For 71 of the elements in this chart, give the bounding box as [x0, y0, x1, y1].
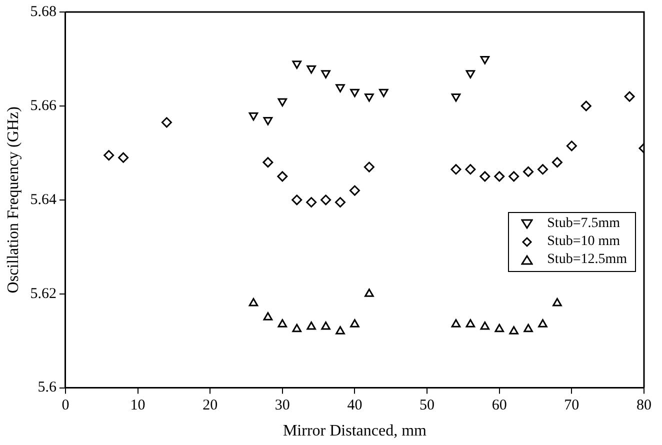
point — [451, 94, 461, 102]
point — [263, 312, 273, 320]
x-tick-label: 30 — [274, 398, 290, 414]
point — [321, 70, 330, 78]
point — [292, 194, 302, 206]
point — [538, 319, 548, 328]
point — [350, 88, 360, 98]
point — [278, 98, 288, 107]
y-tick-label: 5.62 — [30, 286, 56, 302]
point — [580, 100, 592, 112]
point — [161, 117, 172, 128]
point — [336, 84, 345, 92]
point — [364, 162, 374, 172]
point — [624, 91, 635, 102]
point — [321, 321, 330, 330]
point — [552, 157, 562, 168]
point — [306, 197, 317, 208]
point — [118, 152, 129, 163]
point — [350, 319, 360, 328]
point — [523, 166, 534, 177]
x-tick-label: 80 — [636, 398, 652, 414]
point — [494, 324, 504, 332]
y-tick-label: 5.6 — [38, 380, 57, 396]
y-tick-label: 5.66 — [30, 98, 57, 114]
point — [480, 56, 490, 64]
legend-label: Stub=10 mm — [547, 233, 620, 251]
point — [480, 171, 490, 182]
point — [292, 324, 302, 332]
point — [263, 117, 273, 126]
y-tick-label: 5.68 — [30, 4, 56, 20]
point — [524, 324, 533, 332]
point — [278, 319, 288, 328]
point — [248, 112, 258, 121]
y-tick-label: 5.64 — [30, 192, 57, 208]
point — [104, 150, 114, 161]
x-tick-label: 50 — [420, 398, 435, 414]
point — [566, 140, 577, 152]
point — [466, 319, 476, 328]
point — [451, 319, 461, 328]
legend-label: Stub=12.5mm — [547, 251, 627, 269]
x-tick-label: 0 — [62, 398, 70, 414]
point — [336, 326, 345, 334]
point — [379, 88, 388, 98]
point — [320, 194, 332, 206]
legend-label: Stub=7.5mm — [547, 215, 620, 233]
point — [364, 94, 374, 102]
x-tick-label: 40 — [347, 398, 362, 414]
point — [494, 171, 505, 182]
point — [292, 60, 302, 69]
point — [538, 164, 548, 175]
point — [262, 157, 274, 168]
point — [364, 288, 374, 297]
point — [248, 298, 258, 306]
point — [466, 70, 476, 78]
point — [508, 171, 520, 182]
x-tick-label: 10 — [130, 398, 146, 414]
point — [277, 171, 288, 182]
point — [465, 164, 476, 175]
point — [306, 65, 316, 74]
point — [306, 321, 316, 330]
x-axis-title: Mirror Distanced, mm — [282, 422, 428, 440]
x-tick-label: 70 — [564, 398, 580, 414]
point — [509, 326, 518, 334]
point — [349, 185, 360, 196]
x-tick-label: 20 — [202, 398, 218, 414]
point — [552, 298, 562, 306]
point — [335, 197, 346, 208]
point — [480, 321, 490, 330]
point — [450, 164, 462, 175]
y-axis-title: Oscillation Frequency (GHz) — [4, 106, 22, 294]
x-tick-label: 60 — [492, 398, 507, 414]
